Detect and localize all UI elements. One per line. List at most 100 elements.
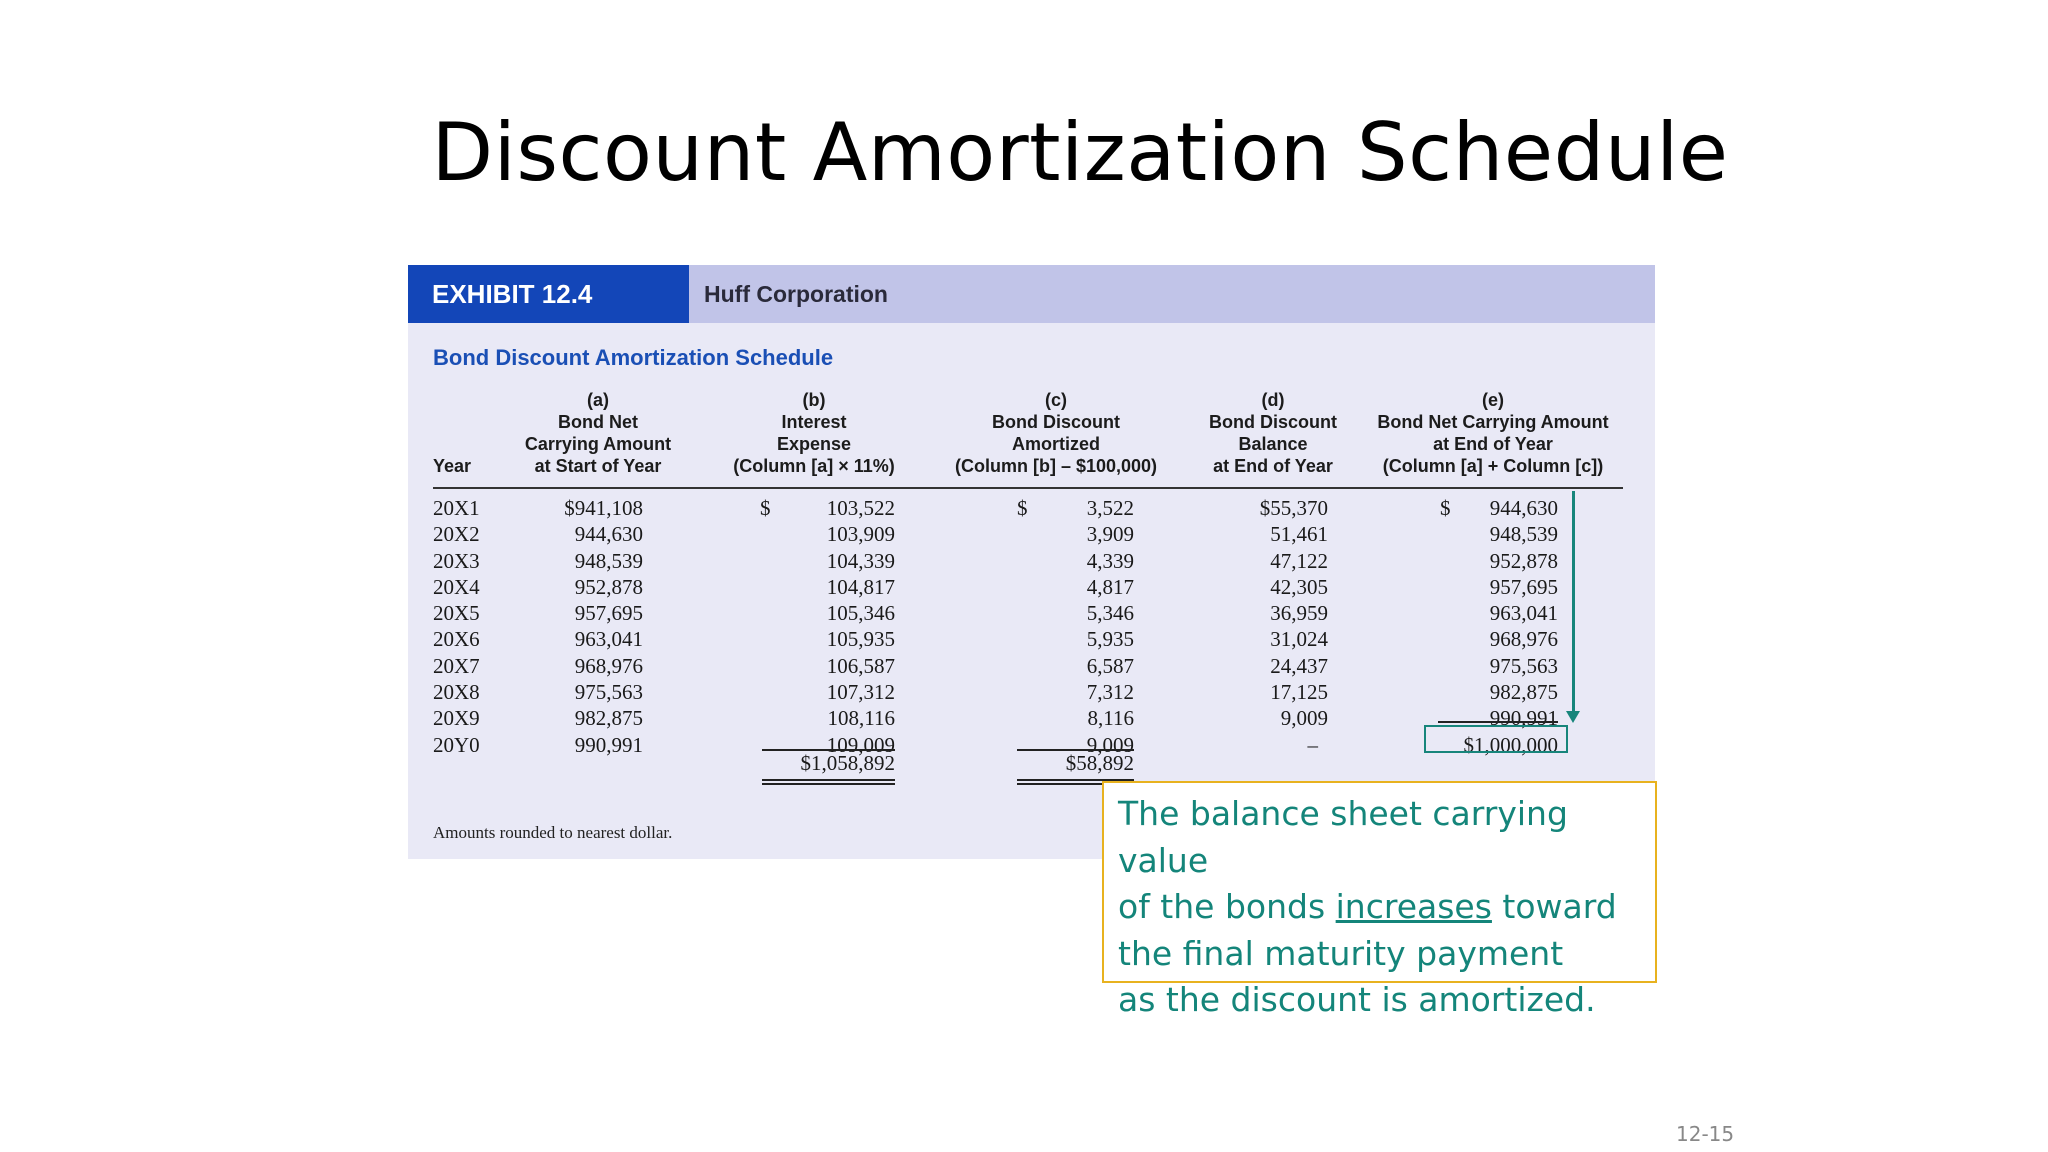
- header-line: Bond Net Carrying Amount: [1377, 412, 1609, 432]
- cell-b: 103,909: [826, 522, 895, 547]
- cell-c: 3,909: [1086, 522, 1134, 547]
- header-line: (c): [1045, 390, 1067, 410]
- cell-e: 952,878: [1489, 548, 1558, 573]
- header-line: (Column [a] × 11%): [733, 456, 895, 476]
- cell-c: 9,009: [1086, 732, 1134, 757]
- cell-b: 105,935: [826, 627, 895, 652]
- cell-year: 20X9: [433, 706, 480, 731]
- cell-a: 957,695: [574, 601, 643, 626]
- company-name: Huff Corporation: [704, 281, 888, 307]
- dollar-sign-c: $: [1017, 495, 1028, 521]
- header-line: Balance: [1238, 434, 1308, 454]
- callout-line-1: The balance sheet carrying value: [1118, 794, 1568, 880]
- cell-year: 20Y0: [433, 732, 480, 757]
- cell-a: 944,630: [574, 522, 643, 547]
- callout-text: of the bonds: [1118, 887, 1336, 926]
- header-a: (a) Bond Net Carrying Amount at Start of…: [498, 389, 698, 477]
- header-line: (Column [a] + Column [c]): [1382, 456, 1604, 476]
- underline-c: [1017, 749, 1134, 751]
- cell-e: 975,563: [1489, 653, 1558, 678]
- header-line: (b): [802, 390, 826, 410]
- cell-c: 4,339: [1086, 548, 1134, 573]
- cell-d: $55,370: [1259, 496, 1328, 520]
- total-c: $58,892: [1065, 751, 1134, 775]
- underline-b: [762, 749, 895, 751]
- cell-b: 103,522: [826, 496, 895, 520]
- final-value-highlight: [1424, 725, 1568, 753]
- cell-d: 9,009: [1280, 706, 1328, 731]
- header-line: (e): [1482, 390, 1504, 410]
- cell-d: 31,024: [1270, 627, 1328, 652]
- header-d: (d) Bond Discount Balance at End of Year: [1198, 389, 1348, 477]
- cell-c: 5,346: [1086, 601, 1134, 626]
- cell-a: 963,041: [574, 627, 643, 652]
- dollar-sign: $: [1440, 496, 1451, 520]
- header-line: Bond Discount: [992, 412, 1120, 432]
- cell-d: 24,437: [1270, 653, 1328, 678]
- cell-d: 47,122: [1270, 548, 1328, 573]
- double-underline-b-1: [762, 779, 895, 781]
- cell-a: 948,539: [574, 548, 643, 573]
- cell-d: 51,461: [1270, 522, 1328, 547]
- header-line: Expense: [776, 434, 852, 454]
- cell-d: –: [1307, 732, 1319, 757]
- column-b: 103,522 103,909 104,339 104,817 105,346 105,9…: [768, 495, 895, 758]
- cell-c: 3,522: [1086, 496, 1134, 520]
- arrow-head-icon: [1566, 711, 1580, 723]
- page-number: 12-15: [1676, 1122, 1735, 1146]
- cell-e: 963,041: [1489, 601, 1558, 626]
- cell-a: 968,976: [574, 653, 643, 678]
- callout-line-2: of the bonds increases toward: [1118, 884, 1641, 931]
- dollar-sign: $: [760, 496, 771, 520]
- cell-c: 6,587: [1086, 653, 1134, 678]
- cell-d: 36,959: [1270, 601, 1328, 626]
- callout-line-4: as the discount is amortized.: [1118, 980, 1596, 1019]
- callout-underlined-word: increases: [1335, 887, 1492, 926]
- cell-b: 104,817: [826, 574, 895, 599]
- header-b: (b) Interest Expense (Column [a] × 11%): [724, 389, 904, 477]
- column-d: $55,370 51,461 47,122 42,305 36,959 31,024 24,…: [1198, 495, 1328, 758]
- cell-e: 957,695: [1489, 574, 1558, 599]
- header-line: Carrying Amount: [524, 434, 672, 454]
- exhibit-panel: EXHIBIT 12.4 Huff Corporation Bond Disco…: [408, 265, 1655, 859]
- schedule-title: Bond Discount Amortization Schedule: [433, 345, 834, 370]
- cell-year: 20X5: [433, 601, 480, 626]
- cell-b: 104,339: [826, 548, 895, 573]
- cell-a: 990,991: [574, 732, 643, 757]
- cell-c: 5,935: [1086, 627, 1134, 652]
- cell-e: 944,630: [1489, 496, 1558, 520]
- cell-b: 105,346: [826, 601, 895, 626]
- cell-year: 20X1: [433, 496, 480, 520]
- cell-year: 20X8: [433, 680, 480, 705]
- cell-b: 106,587: [826, 653, 895, 678]
- cell-a: 982,875: [574, 706, 643, 731]
- double-underline-c-2: [1017, 783, 1134, 785]
- arrow-line: [1572, 491, 1575, 713]
- cell-d: 17,125: [1270, 680, 1328, 705]
- cell-b: 108,116: [827, 706, 895, 731]
- header-line: (Column [b] – $100,000): [954, 456, 1158, 476]
- header-rule: [433, 487, 1623, 489]
- column-e: 944,630 948,539 952,878 957,695 963,041 968,9…: [1408, 495, 1559, 758]
- slide-title: Discount Amortization Schedule: [431, 106, 1729, 199]
- header-line: at End of Year: [1213, 456, 1333, 476]
- cell-e: 968,976: [1489, 627, 1558, 652]
- total-b: $1,058,892: [800, 751, 896, 775]
- cell-c: 4,817: [1086, 574, 1134, 599]
- cell-a: 975,563: [574, 680, 643, 705]
- column-a: $941,108 944,630 948,539 952,878 957,695 963,…: [508, 495, 643, 758]
- cell-year: 20X3: [433, 548, 480, 573]
- header-line: at End of Year: [1433, 434, 1553, 454]
- cell-c: 8,116: [1087, 706, 1134, 731]
- rounding-note: Amounts rounded to nearest dollar.: [433, 823, 673, 842]
- callout-text: toward: [1491, 887, 1617, 926]
- cell-year: 20X4: [433, 574, 480, 599]
- callout-line-3: the final maturity payment: [1118, 933, 1564, 973]
- cell-a: $941,108: [564, 496, 643, 520]
- header-line: Interest: [781, 412, 847, 432]
- cell-year: 20X6: [433, 627, 480, 652]
- double-underline-c-1: [1017, 779, 1134, 781]
- cell-b: 107,312: [826, 680, 895, 705]
- dollar-sign: $: [1017, 496, 1028, 520]
- header-line: at Start of Year: [534, 456, 662, 476]
